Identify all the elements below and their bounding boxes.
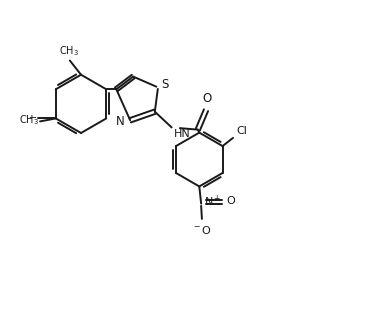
Text: HN: HN xyxy=(174,129,190,139)
Text: N$^+$: N$^+$ xyxy=(204,194,222,209)
Text: CH$_3$: CH$_3$ xyxy=(19,113,39,127)
Text: $^-$O: $^-$O xyxy=(192,224,212,236)
Text: O: O xyxy=(202,92,211,105)
Text: O: O xyxy=(226,196,235,206)
Text: N: N xyxy=(116,115,124,128)
Text: ─: ─ xyxy=(29,114,35,123)
Text: S: S xyxy=(162,78,169,91)
Text: CH$_3$: CH$_3$ xyxy=(59,44,79,58)
Text: Cl: Cl xyxy=(237,125,248,136)
